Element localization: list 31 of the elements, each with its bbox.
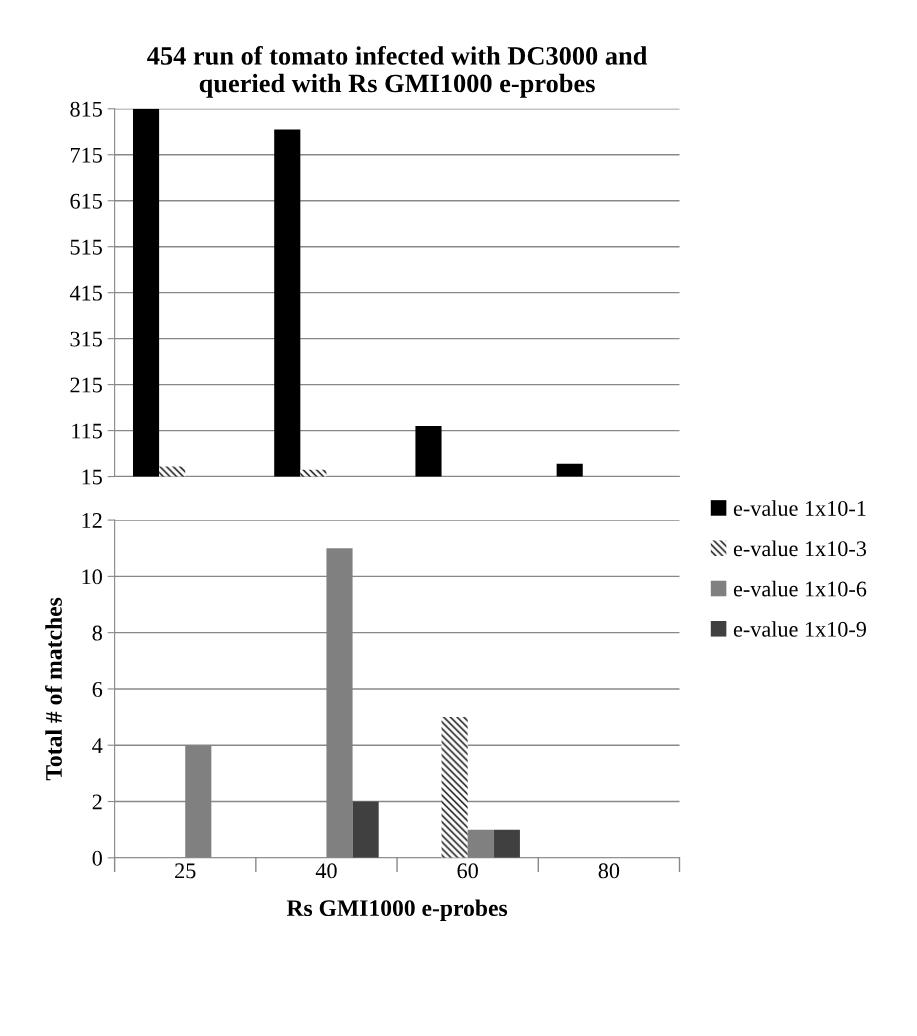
- y-tick-label: 615: [70, 193, 102, 209]
- x-axis-title: Rs GMI1000 e-probes: [286, 899, 508, 921]
- y-tick-label: 15: [82, 469, 102, 485]
- chart-title: 454 run of tomato infected with DC3000 and queried with Rs GMI1000 e-probes: [147, 45, 648, 98]
- bar: [493, 829, 520, 858]
- y-tick-label: 215: [70, 377, 102, 393]
- y-tick-label: 415: [69, 285, 102, 301]
- legend-label: e-value 1x10-9: [733, 621, 866, 637]
- x-tick-label: 40: [315, 863, 337, 879]
- legend-label: e-value 1x10-6: [733, 580, 867, 597]
- x-tick-label: 25: [175, 863, 196, 879]
- y-tick-label: 715: [70, 147, 102, 163]
- y-axis-title: Total # of matches: [45, 597, 62, 781]
- y-tick-label: 8: [92, 625, 102, 641]
- y-tick-label: 315: [70, 331, 102, 347]
- y-tick-label: 2: [92, 794, 102, 810]
- y-tick-label: 0: [92, 850, 102, 866]
- y-tick-label: 515: [70, 239, 102, 255]
- legend-label: e-value 1x10-3: [733, 540, 867, 557]
- bar: [467, 829, 494, 858]
- y-tick-label: 4: [92, 738, 103, 753]
- y-tick-label: 6: [92, 681, 103, 697]
- y-tick-label: 115: [72, 423, 102, 439]
- bar: [352, 801, 379, 858]
- x-tick-label: 60: [457, 863, 478, 879]
- bar: [441, 717, 468, 858]
- y-tick-label: 815: [70, 101, 102, 117]
- x-tick-label: 80: [598, 863, 620, 879]
- y-tick-label: 10: [82, 569, 102, 585]
- y-tick-label: 12: [82, 513, 102, 528]
- legend-label: e-value 1x10-1: [733, 500, 866, 516]
